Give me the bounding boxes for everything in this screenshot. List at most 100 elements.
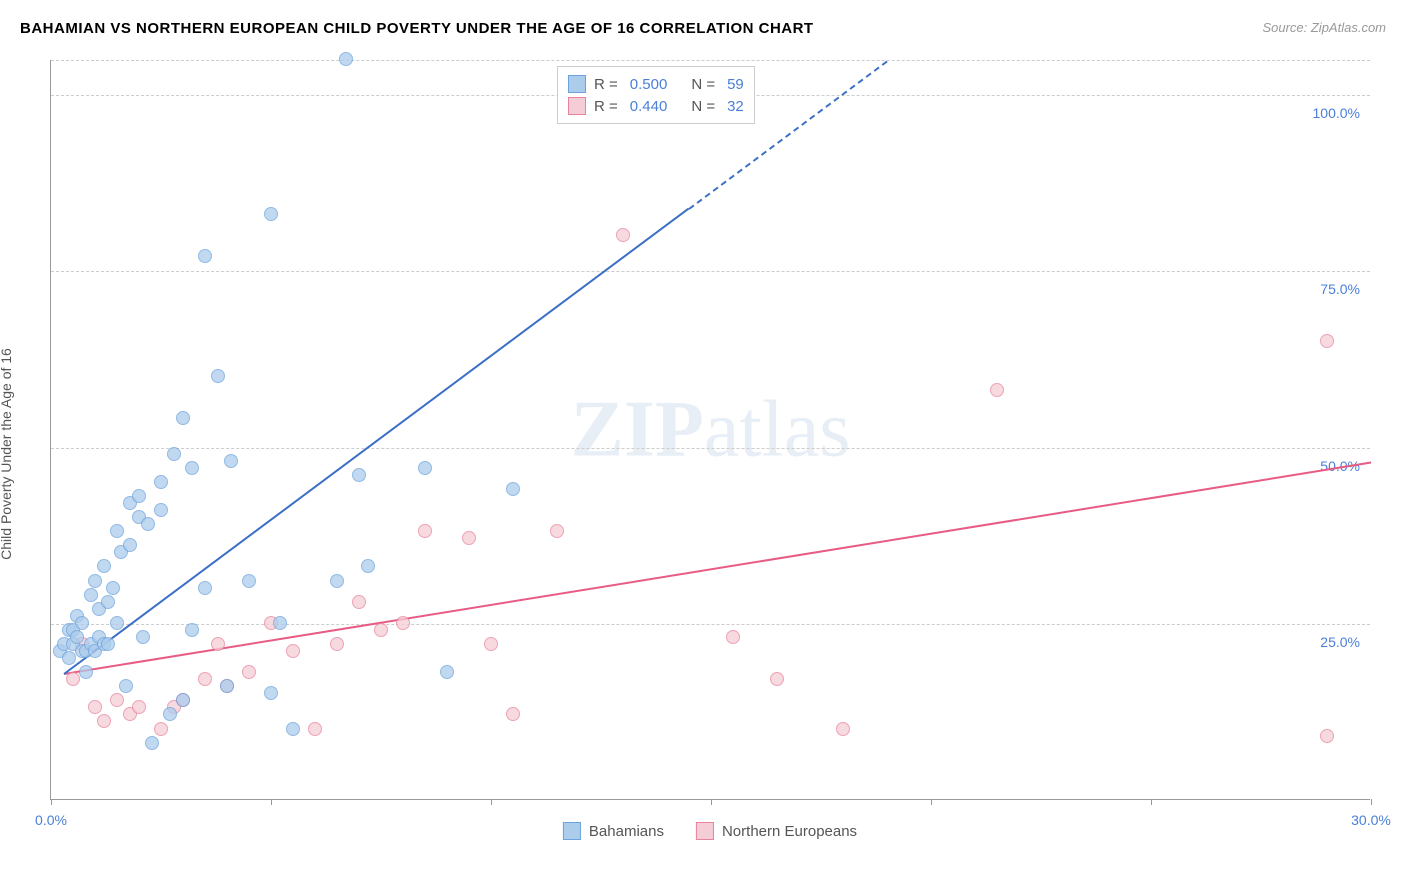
stat-n-value: 32 bbox=[727, 98, 744, 115]
scatter-plot: ZIPatlas 25.0%50.0%75.0%100.0%0.0%30.0%R… bbox=[50, 60, 1370, 800]
data-point bbox=[88, 574, 102, 588]
data-point bbox=[836, 722, 850, 736]
data-point bbox=[198, 581, 212, 595]
stat-r-value: 0.500 bbox=[630, 76, 668, 93]
x-tick bbox=[711, 799, 712, 805]
data-point bbox=[770, 672, 784, 686]
chart-area: ZIPatlas 25.0%50.0%75.0%100.0%0.0%30.0%R… bbox=[50, 60, 1370, 840]
stat-label: R = bbox=[594, 98, 618, 115]
data-point bbox=[154, 503, 168, 517]
y-tick-label: 100.0% bbox=[1313, 105, 1360, 121]
data-point bbox=[264, 207, 278, 221]
data-point bbox=[106, 581, 120, 595]
data-point bbox=[506, 707, 520, 721]
data-point bbox=[211, 637, 225, 651]
data-point bbox=[726, 630, 740, 644]
legend-swatch bbox=[568, 75, 586, 93]
data-point bbox=[88, 700, 102, 714]
legend-item: Bahamians bbox=[563, 822, 664, 840]
data-point bbox=[616, 228, 630, 242]
data-point bbox=[990, 383, 1004, 397]
data-point bbox=[185, 623, 199, 637]
stat-label: R = bbox=[594, 76, 618, 93]
x-tick bbox=[1151, 799, 1152, 805]
data-point bbox=[484, 637, 498, 651]
data-point bbox=[396, 616, 410, 630]
data-point bbox=[224, 454, 238, 468]
data-point bbox=[110, 616, 124, 630]
data-point bbox=[198, 672, 212, 686]
data-point bbox=[119, 679, 133, 693]
gridline bbox=[51, 60, 1370, 61]
data-point bbox=[176, 693, 190, 707]
data-point bbox=[167, 447, 181, 461]
data-point bbox=[75, 616, 89, 630]
gridline bbox=[51, 271, 1370, 272]
y-tick-label: 75.0% bbox=[1320, 281, 1360, 297]
gridline bbox=[51, 624, 1370, 625]
stats-box: R = 0.500 N = 59 R = 0.440 N = 32 bbox=[557, 66, 755, 124]
data-point bbox=[62, 651, 76, 665]
data-point bbox=[132, 700, 146, 714]
stat-n-value: 59 bbox=[727, 76, 744, 93]
stat-r-value: 0.440 bbox=[630, 98, 668, 115]
data-point bbox=[163, 707, 177, 721]
watermark: ZIPatlas bbox=[571, 384, 851, 475]
data-point bbox=[418, 524, 432, 538]
stat-label: N = bbox=[691, 98, 715, 115]
data-point bbox=[462, 531, 476, 545]
data-point bbox=[97, 714, 111, 728]
data-point bbox=[440, 665, 454, 679]
data-point bbox=[185, 461, 199, 475]
data-point bbox=[339, 52, 353, 66]
y-axis-label: Child Poverty Under the Age of 16 bbox=[0, 348, 14, 560]
data-point bbox=[374, 623, 388, 637]
data-point bbox=[141, 517, 155, 531]
data-point bbox=[70, 630, 84, 644]
data-point bbox=[330, 637, 344, 651]
data-point bbox=[352, 468, 366, 482]
data-point bbox=[1320, 729, 1334, 743]
x-tick bbox=[1371, 799, 1372, 805]
data-point bbox=[264, 686, 278, 700]
data-point bbox=[242, 665, 256, 679]
source-attribution: Source: ZipAtlas.com bbox=[1262, 20, 1386, 35]
x-tick bbox=[271, 799, 272, 805]
trendline bbox=[64, 462, 1371, 675]
legend: Bahamians Northern Europeans bbox=[563, 822, 857, 840]
legend-swatch bbox=[563, 822, 581, 840]
data-point bbox=[101, 595, 115, 609]
trendline bbox=[64, 208, 690, 675]
data-point bbox=[136, 630, 150, 644]
data-point bbox=[273, 616, 287, 630]
data-point bbox=[79, 665, 93, 679]
stat-label: N = bbox=[691, 76, 715, 93]
gridline bbox=[51, 448, 1370, 449]
x-tick bbox=[491, 799, 492, 805]
data-point bbox=[110, 524, 124, 538]
data-point bbox=[308, 722, 322, 736]
x-tick bbox=[931, 799, 932, 805]
data-point bbox=[176, 411, 190, 425]
data-point bbox=[110, 693, 124, 707]
legend-swatch bbox=[568, 97, 586, 115]
data-point bbox=[361, 559, 375, 573]
data-point bbox=[198, 249, 212, 263]
stats-row: R = 0.440 N = 32 bbox=[568, 95, 744, 117]
data-point bbox=[286, 644, 300, 658]
legend-label: Northern Europeans bbox=[722, 823, 857, 840]
data-point bbox=[145, 736, 159, 750]
data-point bbox=[84, 588, 98, 602]
data-point bbox=[101, 637, 115, 651]
legend-item: Northern Europeans bbox=[696, 822, 857, 840]
data-point bbox=[352, 595, 366, 609]
data-point bbox=[550, 524, 564, 538]
x-tick-label: 30.0% bbox=[1351, 812, 1391, 828]
legend-label: Bahamians bbox=[589, 823, 664, 840]
y-tick-label: 25.0% bbox=[1320, 634, 1360, 650]
data-point bbox=[211, 369, 225, 383]
data-point bbox=[220, 679, 234, 693]
data-point bbox=[242, 574, 256, 588]
data-point bbox=[123, 538, 137, 552]
data-point bbox=[132, 489, 146, 503]
